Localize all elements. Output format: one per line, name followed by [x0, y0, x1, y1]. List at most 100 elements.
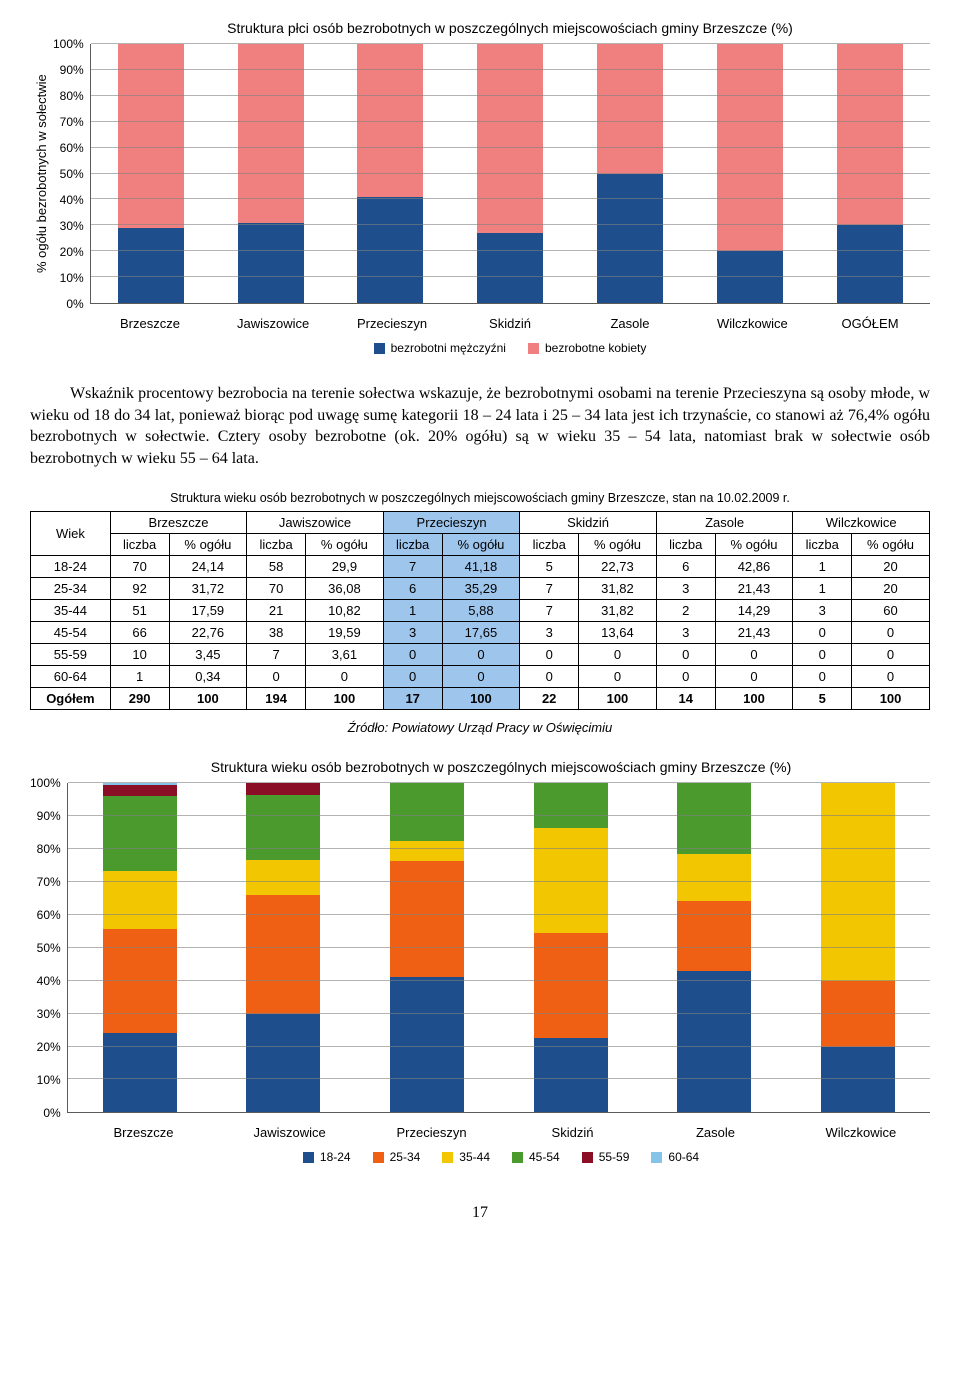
table-cell: 3 [520, 622, 579, 644]
table-cell: 7 [520, 600, 579, 622]
legend-label: 18-24 [320, 1150, 351, 1164]
legend-swatch [374, 343, 385, 354]
bar-segment [534, 1038, 608, 1113]
table-cell: 20 [852, 556, 930, 578]
legend-label: 35-44 [459, 1150, 490, 1164]
bar-segment [246, 860, 320, 896]
legend-label: bezrobotne kobiety [545, 341, 646, 355]
table-cell: 2 [656, 600, 715, 622]
table-cell: 290 [110, 688, 169, 710]
x-label: Wilczkowice [717, 316, 783, 331]
table-cell: 3,61 [306, 644, 384, 666]
table-sub-header: liczba [110, 534, 169, 556]
gridline [68, 914, 930, 915]
chart1-title: Struktura płci osób bezrobotnych w poszc… [90, 20, 930, 36]
table-cell: 0 [656, 644, 715, 666]
bar-segment [246, 795, 320, 859]
table-cell: 0 [442, 644, 520, 666]
chart-bar [597, 44, 663, 303]
gridline [68, 980, 930, 981]
bar-segment [677, 854, 751, 901]
table-cell: 0 [579, 644, 657, 666]
table-cell: 92 [110, 578, 169, 600]
bar-segment [837, 225, 903, 303]
age-table: WiekBrzeszczeJawiszowicePrzecieszynSkidz… [30, 511, 930, 710]
gridline [91, 121, 930, 122]
chart1-y-label: % ogółu bezrobotnych w sołectwie [30, 44, 53, 304]
bar-segment [477, 233, 543, 303]
bar-segment [390, 783, 464, 841]
table-group-header: Zasole [656, 512, 793, 534]
body-paragraph: Wskaźnik procentowy bezrobocia na tereni… [30, 383, 930, 469]
legend-swatch [442, 1152, 453, 1163]
table-cell: 14 [656, 688, 715, 710]
x-label: Wilczkowice [826, 1125, 892, 1140]
table-cell: 60 [852, 600, 930, 622]
table-row-header: 25-34 [31, 578, 111, 600]
table-group-header: Wilczkowice [793, 512, 930, 534]
table-cell: 7 [383, 556, 442, 578]
gridline [91, 173, 930, 174]
table-group-header: Skidziń [520, 512, 657, 534]
gridline [91, 147, 930, 148]
table-cell: 20 [852, 578, 930, 600]
chart-bar [103, 783, 177, 1112]
source-text: Źródło: Powiatowy Urząd Pracy w Oświęcim… [30, 720, 930, 735]
table-cell: 17,59 [169, 600, 247, 622]
table-cell: 0,34 [169, 666, 247, 688]
legend-swatch [512, 1152, 523, 1163]
table-sub-header: liczba [793, 534, 852, 556]
table-row-header: 18-24 [31, 556, 111, 578]
table-cell: 41,18 [442, 556, 520, 578]
legend-item: 45-54 [512, 1150, 560, 1164]
legend-swatch [651, 1152, 662, 1163]
legend-label: 25-34 [390, 1150, 421, 1164]
table-cell: 17 [383, 688, 442, 710]
bar-segment [103, 929, 177, 1033]
table-cell: 5 [793, 688, 852, 710]
table-cell: 0 [247, 666, 306, 688]
table-cell: 22,76 [169, 622, 247, 644]
table-cell: 0 [715, 666, 793, 688]
table-cell: 0 [852, 666, 930, 688]
bar-segment [238, 223, 304, 303]
table-group-header: Brzeszcze [110, 512, 247, 534]
table-cell: 0 [383, 644, 442, 666]
chart-bar [821, 783, 895, 1112]
table-cell: 0 [520, 644, 579, 666]
table-sub-header: % ogółu [715, 534, 793, 556]
table-sub-header: % ogółu [852, 534, 930, 556]
table-cell: 1 [793, 556, 852, 578]
table-sub-header: liczba [383, 534, 442, 556]
table-cell: 3 [656, 578, 715, 600]
table-cell: 29,9 [306, 556, 384, 578]
table-cell: 13,64 [579, 622, 657, 644]
legend-swatch [303, 1152, 314, 1163]
table-cell: 66 [110, 622, 169, 644]
bar-segment [677, 971, 751, 1112]
chart1-legend: bezrobotni mężczyźni bezrobotne kobiety [90, 341, 930, 355]
table-cell: 0 [656, 666, 715, 688]
bar-segment [717, 44, 783, 251]
table-sub-header: liczba [247, 534, 306, 556]
legend-item: bezrobotni mężczyźni [374, 341, 506, 355]
table-sub-header: % ogółu [306, 534, 384, 556]
chart-bar [534, 783, 608, 1112]
table-cell: 31,82 [579, 600, 657, 622]
table-cell: 5 [520, 556, 579, 578]
x-label: Skidziń [540, 1125, 606, 1140]
legend-item: 35-44 [442, 1150, 490, 1164]
table-cell: 70 [247, 578, 306, 600]
x-label: Jawiszowice [254, 1125, 320, 1140]
table-cell: 3 [793, 600, 852, 622]
bar-segment [477, 44, 543, 233]
chart-bar [477, 44, 543, 303]
table-cell: 0 [579, 666, 657, 688]
table-cell: 100 [852, 688, 930, 710]
table-row-header: 60-64 [31, 666, 111, 688]
gridline [68, 1046, 930, 1047]
table-group-header: Jawiszowice [247, 512, 384, 534]
table-cell: 0 [306, 666, 384, 688]
table-cell: 36,08 [306, 578, 384, 600]
bar-segment [677, 783, 751, 853]
